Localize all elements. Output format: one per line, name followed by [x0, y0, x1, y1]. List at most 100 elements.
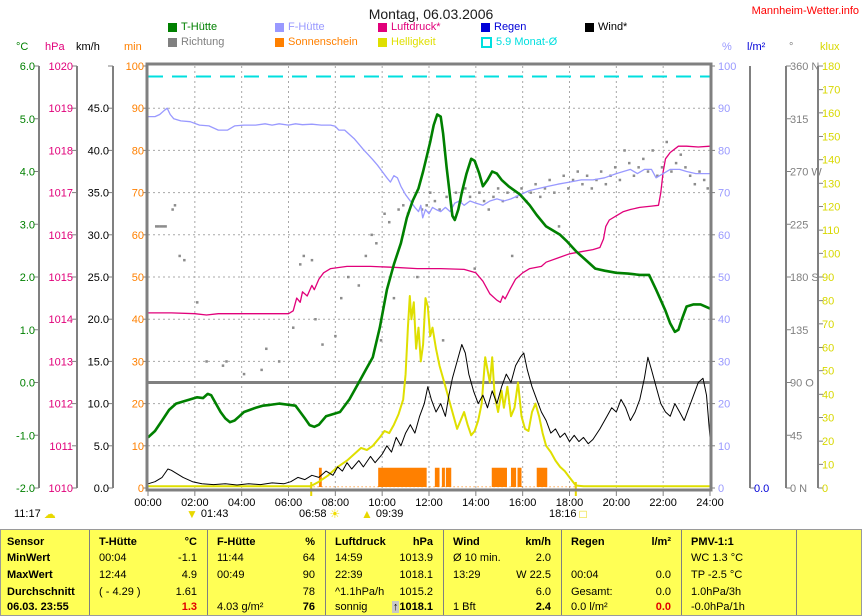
- axis-title-rain: l/m²: [747, 41, 766, 53]
- axis-tick-label-pressure: 1012: [49, 399, 73, 411]
- sunshine-bar: [445, 467, 452, 487]
- axis-tick-label-temperature: 6.0: [20, 61, 35, 73]
- direction-dot: [183, 258, 186, 262]
- legend-swatch-icon: [481, 36, 492, 48]
- axis-tick-label-direction: 0 N: [790, 483, 807, 495]
- direction-dot: [618, 178, 622, 182]
- axis-tick-label-windspeed: 35.0: [88, 188, 109, 200]
- axis-tick-label-windspeed: 40.0: [88, 145, 109, 157]
- series-wind: [147, 344, 711, 486]
- axis-tick-label-brightness: 70: [822, 319, 834, 331]
- direction-dot: [416, 275, 419, 279]
- direction-dot: [567, 187, 570, 190]
- cell-f-huette-label: 00:49: [217, 569, 245, 581]
- direction-dot: [688, 174, 692, 178]
- axis-tick-label-temperature: 1.0: [20, 325, 35, 337]
- direction-dot: [225, 360, 228, 363]
- axis-tick-label-brightness: 80: [822, 296, 834, 308]
- cell-luftdruck-label: ^1.1hPa/h: [335, 586, 385, 598]
- axis-tick-label-pressure: 1011: [49, 441, 73, 453]
- site-link[interactable]: Mannheim-Wetter.info: [751, 5, 859, 17]
- cell-luftdruck-label: 22:39: [335, 569, 363, 581]
- direction-dot: [548, 178, 551, 182]
- direction-dot: [392, 296, 396, 300]
- axis-tick-label-windspeed: 25.0: [88, 272, 109, 284]
- direction-dot: [702, 178, 706, 182]
- col-header-f-huette: F-Hütte: [217, 536, 256, 548]
- legend-swatch-icon: [585, 22, 594, 32]
- cell-f-huette-label: 4.03 g/m²: [217, 601, 264, 613]
- col-unit-t-huette: °C: [184, 536, 197, 548]
- direction-dot: [510, 254, 514, 258]
- direction-dot: [628, 161, 631, 165]
- square-icon: □: [579, 507, 587, 521]
- sun-time-label: 06:58: [299, 508, 327, 520]
- axis-tick-label-windspeed: 20.0: [88, 314, 109, 326]
- sunshine-bar: [510, 467, 517, 487]
- x-axis-label: 18:00: [556, 497, 584, 509]
- cell-f-huette-value: 76: [302, 601, 315, 613]
- legend-item-wind: Wind*: [585, 21, 627, 33]
- direction-dot: [173, 204, 177, 207]
- axis-tick-label-pressure: 1017: [49, 188, 73, 200]
- col-header-wind: Wind: [453, 536, 480, 548]
- cell-f-huette-value: 90: [302, 569, 315, 581]
- cell-t-huette-value: 1.61: [175, 586, 197, 598]
- direction-dot: [557, 225, 561, 228]
- cell-regen-label: Gesamt:: [571, 586, 613, 598]
- legend-swatch-icon: [168, 22, 177, 32]
- sunshine-bar: [318, 467, 322, 487]
- legend-label: F-Hütte: [288, 21, 325, 33]
- axis-tick-label-brightness: 50: [822, 366, 834, 378]
- axis-tick-label-direction: 225: [790, 219, 808, 231]
- table-column-divider: [681, 530, 682, 615]
- cell-regen-value: 0.0: [655, 601, 671, 613]
- direction-dot: [553, 191, 556, 194]
- legend-item-sonnenschein: Sonnenschein: [275, 36, 358, 48]
- direction-dot: [242, 372, 246, 376]
- direction-dot: [154, 225, 158, 228]
- legend-label: Sonnenschein: [288, 36, 358, 48]
- legend-item-richtung: Richtung: [168, 36, 224, 48]
- cell-luftdruck-label: 14:59: [335, 552, 363, 564]
- axis-title-humidity: %: [722, 41, 732, 53]
- axis-tick-label-sunshine: 60: [132, 230, 144, 242]
- cell-f-huette-label: 11:44: [217, 552, 244, 564]
- col-header-pmv: PMV-1:1: [691, 536, 734, 548]
- cell-regen-value: 0.0: [655, 586, 671, 598]
- cell-t-huette-value: -1.1: [178, 552, 197, 564]
- axis-tick-label-temperature: -2.0: [16, 483, 35, 495]
- cell-luftdruck-value: 1018.1: [399, 569, 433, 581]
- direction-dot: [478, 191, 481, 194]
- axis-tick-label-brightness: 170: [822, 85, 840, 97]
- cell-regen-label: 00:04: [571, 569, 599, 581]
- sun-time-label: 11:17: [14, 508, 41, 520]
- direction-dot: [291, 326, 295, 329]
- sun-icon: ☀: [329, 507, 341, 521]
- sunshine-bar: [378, 467, 427, 487]
- table-column-divider: [89, 530, 90, 615]
- sun-time-1816: 18:16 □: [549, 508, 587, 520]
- direction-dot: [364, 254, 368, 258]
- col-unit-f-huette: %: [305, 536, 315, 548]
- cell-pmv-label: WC 1.3 °C: [691, 552, 744, 564]
- axis-tick-label-humidity: 50: [718, 272, 730, 284]
- axis-tick-label-direction: 90 O: [790, 378, 814, 390]
- axis-tick-label-brightness: 140: [822, 155, 840, 167]
- cell-wind-label: 13:29: [453, 569, 481, 581]
- axis-tick-label-humidity: 100: [718, 61, 736, 73]
- direction-dot: [543, 187, 547, 190]
- legend-item-regen: Regen: [481, 21, 526, 33]
- cell-luftdruck-label: sonnig: [335, 601, 368, 613]
- direction-dot: [529, 191, 533, 194]
- axis-tick-label-sunshine: 50: [132, 272, 144, 284]
- col-unit-regen: l/m²: [651, 536, 671, 548]
- series-t-huette: [147, 113, 711, 439]
- direction-dot: [576, 170, 579, 173]
- axis-tick-label-pressure: 1019: [49, 103, 73, 115]
- legend-label: T-Hütte: [181, 21, 218, 33]
- axis-tick-label-direction: 315: [790, 114, 808, 126]
- axis-tick-label-humidity: 0: [718, 483, 724, 495]
- direction-dot: [277, 360, 281, 363]
- cell-wind-value: W 22.5: [516, 569, 551, 581]
